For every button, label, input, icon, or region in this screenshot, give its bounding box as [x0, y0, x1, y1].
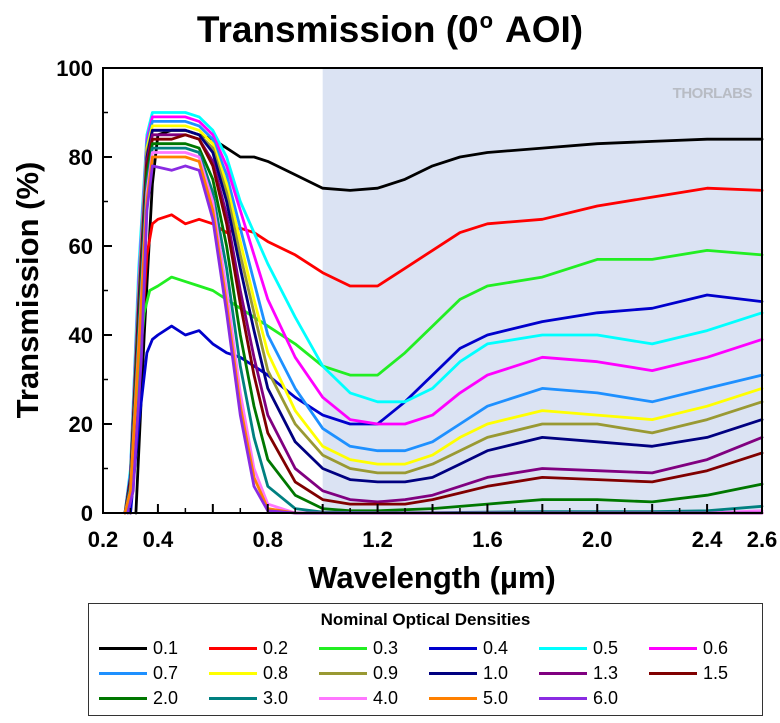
chart-title: Transmission (0o AOI): [196, 8, 584, 50]
legend-swatch: [429, 697, 477, 700]
legend-item: 3.0: [209, 687, 319, 710]
legend-swatch: [209, 697, 257, 700]
series-line-1.3: [123, 133, 764, 515]
legend-item: 1.0: [429, 662, 539, 685]
x-axis-label: Wavelength (µm): [308, 560, 556, 595]
series-line-0.4: [129, 293, 764, 515]
legend-swatch: [319, 697, 367, 700]
legend-swatch: [99, 697, 147, 700]
legend-swatch: [319, 672, 367, 675]
legend-label: 0.4: [483, 638, 509, 658]
legend-label: 1.5: [703, 663, 729, 683]
x-tick-label: 1.2: [362, 527, 393, 552]
series-line-0.6: [123, 115, 764, 515]
legend-label: 4.0: [373, 688, 399, 708]
legend-item: 4.0: [319, 687, 429, 710]
legend-swatch: [429, 672, 477, 675]
series-line-0.2: [129, 186, 764, 515]
legend: Nominal Optical Densities 0.1 0.2 0.3 0.4 0.…: [88, 603, 763, 716]
series-line-0.7: [123, 120, 764, 515]
legend-item: 1.5: [649, 662, 759, 685]
legend-label: 0.3: [373, 638, 399, 658]
series-line-0.3: [126, 248, 764, 515]
legend-item: 0.3: [319, 637, 429, 660]
legend-label: 0.6: [703, 638, 729, 658]
legend-label: 0.9: [373, 663, 399, 683]
x-tick-label: 1.6: [472, 527, 503, 552]
legend-label: 2.0: [153, 688, 179, 708]
legend-label: 0.8: [263, 663, 289, 683]
legend-item: 0.4: [429, 637, 539, 660]
series-line-1.0: [123, 128, 764, 515]
plot-area: 0 20 40 60 80 100 0.2 0.4 0.8 1.2 1.6 2.0 2.4 2.6 Wav…: [10, 56, 778, 595]
legend-swatch: [649, 672, 697, 675]
y-tick-label: 60: [69, 234, 93, 259]
legend-items: 0.1 0.2 0.3 0.4 0.5 0.6 0.7 0.8 0.9 1.0 1.3 1.5 2.0 3…: [99, 637, 759, 710]
legend-label: 1.3: [593, 663, 619, 683]
legend-item: 1.3: [539, 662, 649, 685]
shaded-region: [322, 68, 762, 513]
legend-label: 3.0: [263, 688, 289, 708]
x-tick-label: 0.4: [143, 527, 174, 552]
legend-swatch: [209, 647, 257, 650]
series-line-0.8: [123, 124, 764, 515]
x-tick-label: 0.2: [88, 527, 119, 552]
y-tick-label: 100: [56, 56, 93, 81]
legend-swatch: [539, 647, 587, 650]
legend-swatch: [99, 647, 147, 650]
y-tick-label: 0: [81, 501, 93, 526]
thorlabs-watermark: THORLABS: [673, 85, 753, 102]
legend-label: 1.0: [483, 663, 509, 683]
legend-label: 6.0: [593, 688, 619, 708]
legend-item: 0.8: [209, 662, 319, 685]
x-tick-label: 2.4: [692, 527, 723, 552]
series-line-1.5: [123, 133, 764, 515]
y-tick-label: 80: [69, 145, 93, 170]
legend-swatch: [429, 647, 477, 650]
legend-swatch: [539, 697, 587, 700]
legend-swatch: [319, 647, 367, 650]
legend-label: 0.2: [263, 638, 289, 658]
series-line-0.5: [123, 111, 764, 515]
legend-item: 5.0: [429, 687, 539, 710]
legend-item: 0.1: [99, 637, 209, 660]
legend-item: 6.0: [539, 687, 649, 710]
legend-item: 0.5: [539, 637, 649, 660]
y-tick-label: 40: [69, 323, 93, 348]
legend-item: 0.9: [319, 662, 429, 685]
legend-label: 0.5: [593, 638, 619, 658]
legend-item: 0.7: [99, 662, 209, 685]
legend-swatch: [539, 672, 587, 675]
legend-item: 2.0: [99, 687, 209, 710]
legend-label: 0.1: [153, 638, 179, 658]
legend-label: 0.7: [153, 663, 179, 683]
legend-swatch: [99, 672, 147, 675]
legend-swatch: [649, 647, 697, 650]
x-tick-label: 2.0: [582, 527, 613, 552]
legend-item: 0.2: [209, 637, 319, 660]
legend-item: 0.6: [649, 637, 759, 660]
x-tick-label: 0.8: [252, 527, 283, 552]
legend-swatch: [209, 672, 257, 675]
legend-label: 5.0: [483, 688, 509, 708]
legend-title: Nominal Optical Densities: [320, 610, 531, 629]
x-tick-label: 2.6: [747, 527, 778, 552]
y-axis-label: Transmission (%): [10, 162, 45, 419]
y-tick-label: 20: [69, 412, 93, 437]
